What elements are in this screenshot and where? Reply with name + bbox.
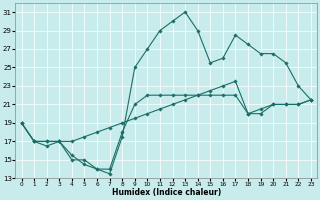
X-axis label: Humidex (Indice chaleur): Humidex (Indice chaleur) <box>112 188 221 197</box>
